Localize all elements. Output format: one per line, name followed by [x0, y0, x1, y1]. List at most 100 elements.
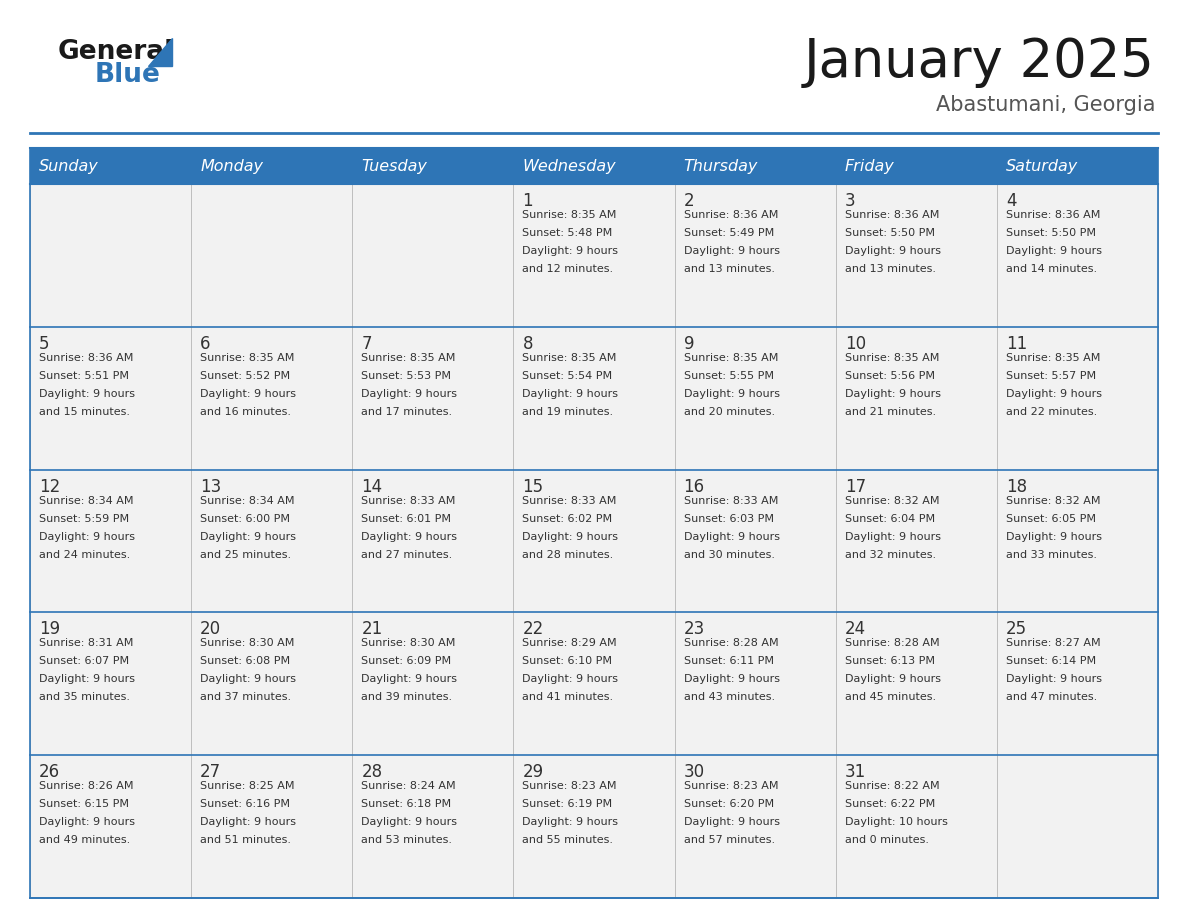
Text: Sunrise: 8:36 AM: Sunrise: 8:36 AM [1006, 210, 1100, 220]
Text: Blue: Blue [95, 62, 160, 88]
Text: 3: 3 [845, 192, 855, 210]
Text: Sunset: 5:50 PM: Sunset: 5:50 PM [1006, 228, 1095, 238]
Text: 23: 23 [683, 621, 704, 638]
Text: Sunset: 5:57 PM: Sunset: 5:57 PM [1006, 371, 1097, 381]
Text: and 55 minutes.: and 55 minutes. [523, 835, 613, 845]
Bar [675, 756, 835, 898]
Text: Sunset: 6:20 PM: Sunset: 6:20 PM [683, 800, 773, 809]
Bar [513, 470, 675, 612]
Text: 19: 19 [39, 621, 61, 638]
Text: Daylight: 9 hours: Daylight: 9 hours [683, 817, 779, 827]
Text: Sunset: 6:10 PM: Sunset: 6:10 PM [523, 656, 613, 666]
Text: 11: 11 [1006, 335, 1028, 353]
Text: 9: 9 [683, 335, 694, 353]
Text: 29: 29 [523, 763, 544, 781]
Text: and 13 minutes.: and 13 minutes. [683, 264, 775, 274]
Bar [191, 327, 353, 470]
Bar [997, 470, 1158, 612]
Text: Sunrise: 8:35 AM: Sunrise: 8:35 AM [523, 210, 617, 220]
Text: 12: 12 [39, 477, 61, 496]
Text: Daylight: 9 hours: Daylight: 9 hours [39, 389, 135, 398]
Text: 25: 25 [1006, 621, 1026, 638]
Text: 31: 31 [845, 763, 866, 781]
Bar [353, 612, 513, 756]
Text: and 28 minutes.: and 28 minutes. [523, 550, 614, 560]
Text: Daylight: 9 hours: Daylight: 9 hours [39, 675, 135, 685]
Text: Sunset: 5:59 PM: Sunset: 5:59 PM [39, 513, 129, 523]
Text: and 37 minutes.: and 37 minutes. [200, 692, 291, 702]
Text: Friday: Friday [845, 159, 895, 174]
Text: Daylight: 9 hours: Daylight: 9 hours [39, 532, 135, 542]
Bar [835, 612, 997, 756]
Bar [997, 756, 1158, 898]
Text: Daylight: 9 hours: Daylight: 9 hours [1006, 532, 1101, 542]
Text: Daylight: 9 hours: Daylight: 9 hours [845, 532, 941, 542]
Text: Daylight: 9 hours: Daylight: 9 hours [361, 817, 457, 827]
Bar [997, 184, 1158, 327]
Bar [835, 327, 997, 470]
Text: Sunrise: 8:32 AM: Sunrise: 8:32 AM [845, 496, 940, 506]
Text: Sunset: 6:09 PM: Sunset: 6:09 PM [361, 656, 451, 666]
Text: Sunrise: 8:27 AM: Sunrise: 8:27 AM [1006, 638, 1100, 648]
Text: and 22 minutes.: and 22 minutes. [1006, 407, 1097, 417]
Text: Sunrise: 8:23 AM: Sunrise: 8:23 AM [523, 781, 617, 791]
Text: Daylight: 9 hours: Daylight: 9 hours [683, 246, 779, 256]
Text: Sunset: 6:02 PM: Sunset: 6:02 PM [523, 513, 613, 523]
Text: Sunset: 6:05 PM: Sunset: 6:05 PM [1006, 513, 1095, 523]
Bar [191, 756, 353, 898]
Text: and 13 minutes.: and 13 minutes. [845, 264, 936, 274]
Text: Sunrise: 8:36 AM: Sunrise: 8:36 AM [683, 210, 778, 220]
Text: and 25 minutes.: and 25 minutes. [200, 550, 291, 560]
Text: Sunset: 6:16 PM: Sunset: 6:16 PM [200, 800, 290, 809]
Bar [675, 184, 835, 327]
Text: and 45 minutes.: and 45 minutes. [845, 692, 936, 702]
Bar [513, 756, 675, 898]
Text: Sunday: Sunday [39, 159, 99, 174]
Bar [191, 470, 353, 612]
Text: and 15 minutes.: and 15 minutes. [39, 407, 129, 417]
Bar [353, 756, 513, 898]
Text: Sunset: 5:52 PM: Sunset: 5:52 PM [200, 371, 290, 381]
Text: Sunrise: 8:36 AM: Sunrise: 8:36 AM [39, 353, 133, 363]
Text: Sunset: 6:01 PM: Sunset: 6:01 PM [361, 513, 451, 523]
Text: Sunset: 6:15 PM: Sunset: 6:15 PM [39, 800, 129, 809]
Polygon shape [148, 38, 172, 66]
Text: 7: 7 [361, 335, 372, 353]
Bar [353, 184, 513, 327]
Text: Daylight: 9 hours: Daylight: 9 hours [523, 675, 619, 685]
Text: and 33 minutes.: and 33 minutes. [1006, 550, 1097, 560]
Text: Daylight: 9 hours: Daylight: 9 hours [523, 817, 619, 827]
Text: and 57 minutes.: and 57 minutes. [683, 835, 775, 845]
Text: and 20 minutes.: and 20 minutes. [683, 407, 775, 417]
Text: and 32 minutes.: and 32 minutes. [845, 550, 936, 560]
Text: Sunrise: 8:32 AM: Sunrise: 8:32 AM [1006, 496, 1100, 506]
Text: Daylight: 9 hours: Daylight: 9 hours [523, 246, 619, 256]
Bar [353, 327, 513, 470]
Text: Sunset: 6:03 PM: Sunset: 6:03 PM [683, 513, 773, 523]
Text: 14: 14 [361, 477, 383, 496]
Bar [835, 470, 997, 612]
Bar [30, 470, 191, 612]
Text: General: General [58, 39, 175, 65]
Text: Sunrise: 8:33 AM: Sunrise: 8:33 AM [523, 496, 617, 506]
Text: 30: 30 [683, 763, 704, 781]
Text: Sunrise: 8:22 AM: Sunrise: 8:22 AM [845, 781, 940, 791]
Text: January 2025: January 2025 [804, 36, 1155, 88]
Text: Sunset: 6:04 PM: Sunset: 6:04 PM [845, 513, 935, 523]
Text: 13: 13 [200, 477, 221, 496]
Text: and 19 minutes.: and 19 minutes. [523, 407, 613, 417]
Text: and 24 minutes.: and 24 minutes. [39, 550, 131, 560]
Text: and 39 minutes.: and 39 minutes. [361, 692, 453, 702]
Text: Sunset: 5:55 PM: Sunset: 5:55 PM [683, 371, 773, 381]
Text: Sunrise: 8:35 AM: Sunrise: 8:35 AM [1006, 353, 1100, 363]
Text: and 35 minutes.: and 35 minutes. [39, 692, 129, 702]
Text: and 51 minutes.: and 51 minutes. [200, 835, 291, 845]
Text: and 12 minutes.: and 12 minutes. [523, 264, 613, 274]
Text: Daylight: 10 hours: Daylight: 10 hours [845, 817, 948, 827]
Bar [30, 756, 191, 898]
Text: and 41 minutes.: and 41 minutes. [523, 692, 613, 702]
Bar [30, 612, 191, 756]
Text: Daylight: 9 hours: Daylight: 9 hours [361, 675, 457, 685]
Text: 22: 22 [523, 621, 544, 638]
Text: Sunset: 5:49 PM: Sunset: 5:49 PM [683, 228, 773, 238]
